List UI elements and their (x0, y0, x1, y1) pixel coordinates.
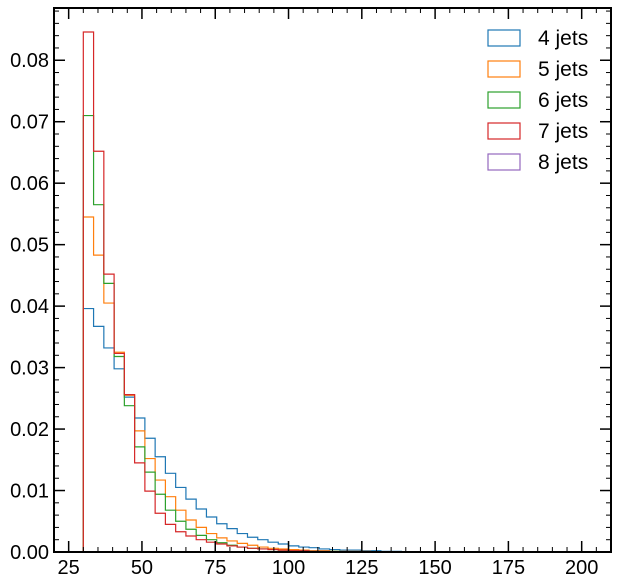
legend: 4 jets 5 jets 6 jets 7 jets 8 jets (487, 27, 588, 174)
y-tick-label: 0.08 (10, 50, 49, 72)
legend-swatch (487, 91, 521, 109)
series-line-1 (82, 307, 402, 552)
y-axis: 0.00 0.01 0.02 0.03 0.04 0.05 0.06 0.07 0.08 (10, 10, 611, 564)
series-line-3 (82, 114, 402, 553)
series-line-2 (82, 216, 402, 553)
x-tick-label: 200 (565, 557, 598, 579)
y-tick-label: 0.03 (10, 358, 49, 380)
x-tick-label: 25 (58, 557, 80, 579)
x-tick-label: 125 (345, 557, 378, 579)
legend-label: 8 jets (538, 151, 588, 174)
y-tick-label: 0.05 (10, 235, 49, 257)
legend-label: 6 jets (538, 89, 588, 112)
y-tick-label: 0.02 (10, 419, 49, 441)
series-layer (82, 31, 402, 553)
legend-swatch (487, 60, 521, 78)
x-tick-label: 175 (492, 557, 525, 579)
x-tick-label: 150 (418, 557, 451, 579)
legend-label: 4 jets (538, 27, 588, 50)
axes-frame (53, 7, 612, 553)
legend-swatch (487, 122, 521, 140)
x-tick-label: 75 (204, 557, 226, 579)
y-tick-label: 0.00 (10, 542, 49, 564)
y-tick-label: 0.06 (10, 173, 49, 195)
y-tick-label: 0.01 (10, 481, 49, 503)
series-line-4 (82, 31, 402, 553)
legend-label: 7 jets (538, 120, 588, 143)
legend-swatch (487, 29, 521, 47)
x-axis: 25 50 75 100 125 150 175 200 (58, 8, 598, 579)
y-tick-label: 0.04 (10, 296, 49, 318)
legend-swatch (487, 153, 521, 171)
y-tick-label: 0.07 (10, 112, 49, 134)
legend-label: 5 jets (538, 58, 588, 81)
x-tick-label: 100 (272, 557, 305, 579)
x-tick-label: 50 (131, 557, 153, 579)
